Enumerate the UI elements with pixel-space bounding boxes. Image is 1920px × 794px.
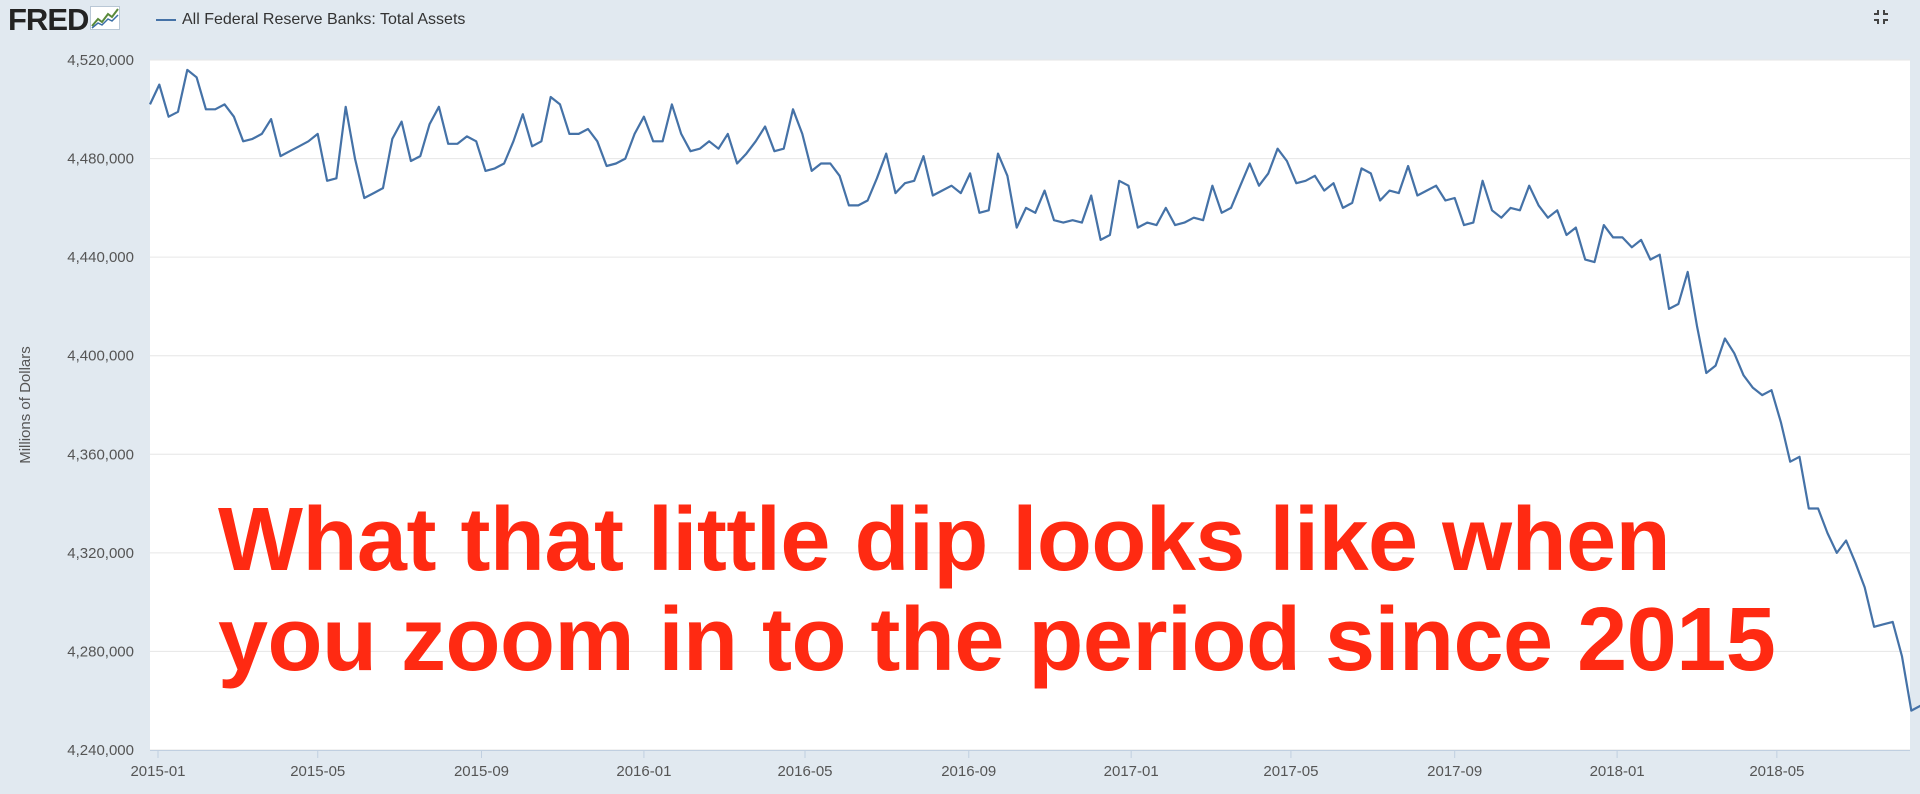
series-line-total-assets[interactable]: [149, 68, 1920, 712]
x-tick-label: 2018-01: [1590, 763, 1645, 780]
x-tick-label: 2016-01: [616, 763, 671, 780]
y-axis-label: Millions of Dollars: [17, 346, 34, 464]
x-axis-tick-labels: 2015-01 2015-05 2015-09 2016-01 2016-05 2016-…: [130, 750, 1804, 780]
y-tick-label: 4,520,000: [67, 52, 134, 69]
plot-area: [150, 60, 1910, 750]
x-tick-label: 2017-05: [1263, 763, 1318, 780]
y-tick-label: 4,280,000: [67, 643, 134, 660]
x-tick-label: 2017-01: [1104, 763, 1159, 780]
y-tick-label: 4,440,000: [67, 249, 134, 266]
y-tick-label: 4,240,000: [67, 742, 134, 759]
x-tick-label: 2015-01: [130, 763, 185, 780]
x-tick-label: 2016-05: [777, 763, 832, 780]
y-tick-label: 4,480,000: [67, 151, 134, 168]
annotation-line-2: you zoom in to the period since 2015: [218, 590, 1776, 690]
x-tick-label: 2015-09: [454, 763, 509, 780]
y-tick-label: 4,400,000: [67, 348, 134, 365]
legend-label: All Federal Reserve Banks: Total Assets: [182, 11, 466, 28]
x-tick-label: 2016-09: [941, 763, 996, 780]
x-tick-label: 2018-05: [1749, 763, 1804, 780]
annotation-overlay: What that little dip looks like when you…: [218, 490, 1776, 690]
fred-logo[interactable]: FRED: [8, 1, 121, 37]
chart-legend[interactable]: All Federal Reserve Banks: Total Assets: [156, 9, 465, 31]
chart-line-icon: [90, 5, 121, 35]
chart-header: FRED All Federal Reserve Banks: Total As…: [0, 0, 1920, 40]
x-tick-label: 2017-09: [1427, 763, 1482, 780]
collapse-arrows-icon[interactable]: [1872, 8, 1890, 26]
annotation-line-1: What that little dip looks like when: [218, 490, 1671, 590]
y-tick-label: 4,360,000: [67, 446, 134, 463]
x-tick-label: 2015-05: [290, 763, 345, 780]
y-axis-tick-labels: 4,240,000 4,280,000 4,320,000 4,360,000 4,40…: [67, 52, 134, 759]
y-tick-label: 4,320,000: [67, 545, 134, 562]
logo-text: FRED: [8, 1, 89, 37]
legend-swatch: [156, 19, 176, 21]
